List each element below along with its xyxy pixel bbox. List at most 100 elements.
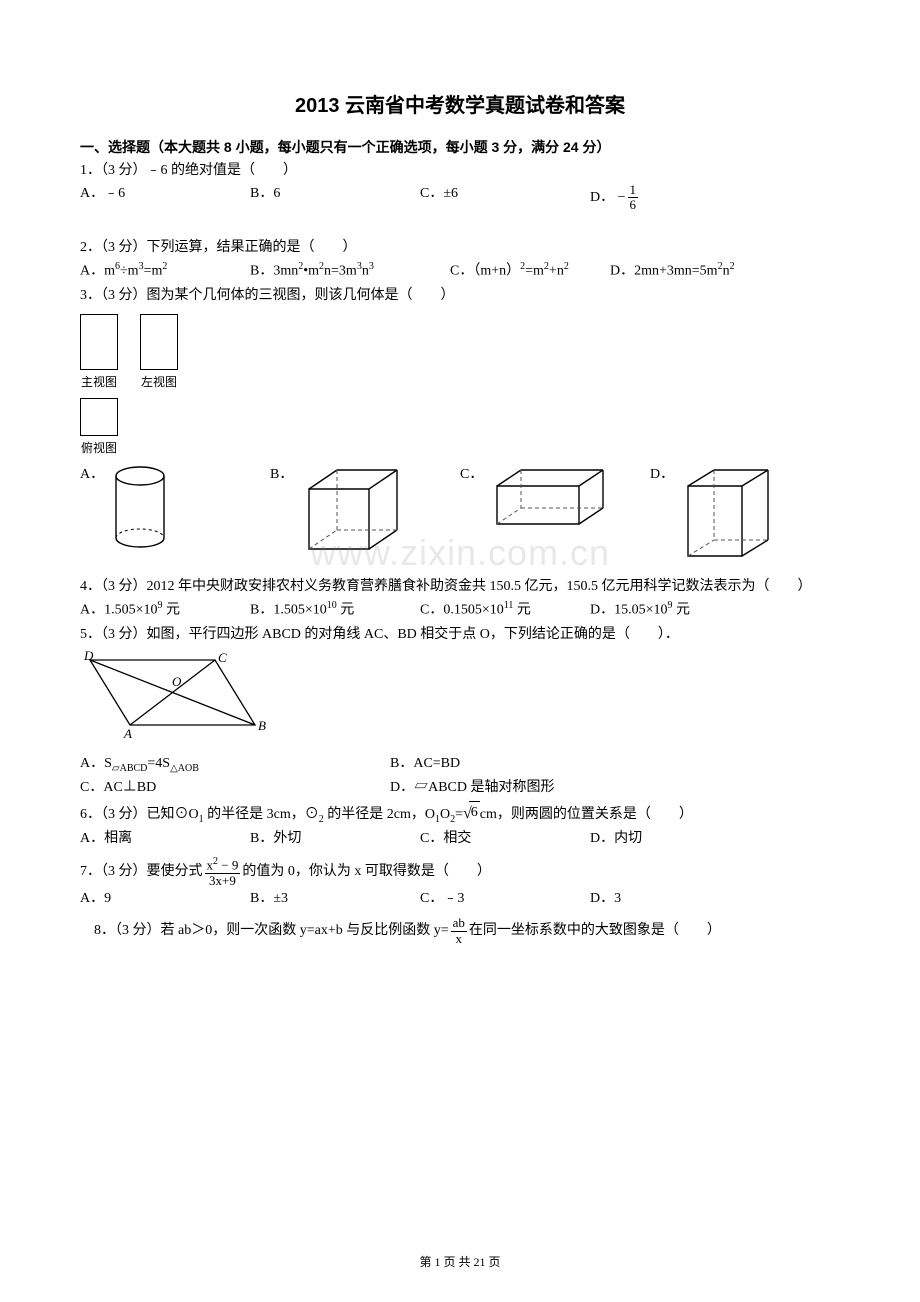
svg-text:O: O [172,674,182,689]
q4-opt-d: D．15.05×109 元 [590,598,760,622]
q4-b-exp: 10 [327,600,337,611]
q7-stem: 7．（3 分）要使分式x2 − 93x+9的值为 0，你认为 x 可取得数是（ … [80,856,840,888]
q5-opt-c: C．AC⊥BD [80,777,390,799]
q6-s2: 的半径是 3cm，⊙ [204,807,319,822]
q5-stem: 5．（3 分）如图，平行四边形 ABCD 的对角线 AC、BD 相交于点 O，下… [80,624,840,646]
q4-d-suf: 元 [673,603,691,618]
q2-d-sup2: 2 [730,261,735,272]
q4-b-suf: 元 [337,603,355,618]
q2-b-1: B．3mn [250,264,298,279]
q3-front-view: 主视图 [80,314,118,392]
q2-b-2: •m [303,264,319,279]
q2-options: A．m6÷m3=m2 B．3mn2•m2n=3m3n3 C．（m+n）2=m2+… [80,259,840,283]
question-2: 2．（3 分）下列运算，结果正确的是（ ） A．m6÷m3=m2 B．3mn2•… [80,237,840,283]
q3-opt-b: B． [270,464,440,554]
q6-s5: = [455,807,463,822]
q7-s1: 7．（3 分）要使分式 [80,864,203,879]
svg-text:C: C [218,650,227,665]
q1-opt-a: A．﹣6 [80,183,250,213]
q4-a-suf: 元 [163,603,181,618]
q2-b-sup4: 3 [369,261,374,272]
q5-a-sub2: △AOB [170,763,199,774]
parallelogram-icon: D C A B O [80,650,280,740]
q1-d-den: 6 [628,198,639,212]
top-view-box [80,398,118,436]
q4-opt-c: C．0.1505×1011 元 [420,598,590,622]
q6-opt-c: C．相交 [420,828,590,850]
q3-views-bottom: 俯视图 [80,398,840,458]
q1-opt-d: D． −16 [590,183,760,213]
cube-tall-icon [299,464,409,554]
q4-c-suf: 元 [513,603,531,618]
q7-opt-c: C．﹣3 [420,888,590,910]
top-view-label: 俯视图 [80,439,118,458]
question-4: 4．（3 分）2012 年中央财政安排农村义务教育营养膳食补助资金共 150.5… [80,576,840,622]
q6-opt-a: A．相离 [80,828,250,850]
question-3: 3．（3 分）图为某个几何体的三视图，则该几何体是（ ） 主视图 左视图 俯视图… [80,285,840,564]
q6-s3: 的半径是 2cm，O [324,807,435,822]
section-1-header: 一、选择题（本大题共 8 小题，每小题只有一个正确选项，每小题 3 分，满分 2… [80,136,840,158]
q2-c-3: +n [549,264,564,279]
q1-d-num: 1 [628,183,639,198]
q4-opt-b: B．1.505×1010 元 [250,598,420,622]
q4-c-pre: C．0.1505×10 [420,603,504,618]
q6-s4: O [440,807,450,822]
svg-text:B: B [258,718,266,733]
q7-fraction: x2 − 93x+9 [205,856,241,888]
q3-top-view: 俯视图 [80,398,118,458]
q6-opt-b: B．外切 [250,828,420,850]
cuboid-tall-icon [680,464,790,564]
q1-d-prefix: D． [590,190,614,205]
q4-a-pre: A．1.505×10 [80,603,158,618]
svg-text:A: A [123,726,132,740]
q1-options: A．﹣6 B．6 C．±6 D． −16 [80,183,840,213]
q3-opt-d: D． [650,464,820,564]
q8-fraction: abx [451,916,467,946]
q6-opt-d: D．内切 [590,828,760,850]
q5-opt-b: B．AC=BD [390,753,700,777]
q8-den: x [451,932,467,946]
q2-a-3: =m [144,264,163,279]
q3-views-top: 主视图 左视图 [80,314,840,392]
page-title: 2013 云南省中考数学真题试卷和答案 [80,90,840,122]
q6-stem: 6．（3 分）已知⊙O1 的半径是 3cm，⊙2 的半径是 2cm，O1O2=√… [80,801,840,828]
q8-s2: 在同一坐标系数中的大致图象是（ ） [469,923,721,938]
question-8: 8．（3 分）若 ab＞0，则一次函数 y=ax+b 与反比例函数 y=abx在… [80,916,840,946]
q6-s6: cm，则两圆的位置关系是（ ） [480,807,693,822]
q3-left-view: 左视图 [140,314,178,392]
q3-options: A． B． C． [80,464,840,564]
q2-opt-a: A．m6÷m3=m2 [80,259,250,283]
q2-d-2: n [723,264,730,279]
q4-c-exp: 11 [504,600,514,611]
q4-opt-a: A．1.505×109 元 [80,598,250,622]
question-6: 6．（3 分）已知⊙O1 的半径是 3cm，⊙2 的半径是 2cm，O1O2=√… [80,801,840,850]
front-view-box [80,314,118,370]
q2-b-4: n [362,264,369,279]
q6-sqrt-body: 6 [469,801,480,824]
sqrt-icon: √6 [463,801,480,827]
q5-opt-a: A．S▱ABCD=4S△AOB [80,753,390,777]
cylinder-icon [110,464,170,552]
q3-opt-a: A． [80,464,250,552]
q1-d-fraction: 16 [628,183,639,213]
q4-options: A．1.505×109 元 B．1.505×1010 元 C．0.1505×10… [80,598,840,622]
q7-opt-d: D．3 [590,888,760,910]
q8-stem: 8．（3 分）若 ab＞0，则一次函数 y=ax+b 与反比例函数 y=abx在… [80,916,840,946]
q7-s2: 的值为 0，你认为 x 可取得数是（ ） [242,864,491,879]
q5-a-mid: =4S [147,756,170,771]
q6-s1: 6．（3 分）已知⊙O [80,807,199,822]
q6-options: A．相离 B．外切 C．相交 D．内切 [80,828,840,850]
q1-opt-c: C．±6 [420,183,590,213]
question-5: 5．（3 分）如图，平行四边形 ABCD 的对角线 AC、BD 相交于点 O，下… [80,624,840,799]
q1-d-neg: − [618,190,626,205]
question-7: 7．（3 分）要使分式x2 − 93x+9的值为 0，你认为 x 可取得数是（ … [80,856,840,910]
q3-opt-c: C． [460,464,630,534]
q1-opt-b: B．6 [250,183,420,213]
q2-d-1: D．2mn+3mn=5m [610,264,718,279]
q2-a-sup3: 2 [162,261,167,272]
q7-num: x2 − 9 [205,856,241,874]
q5-a-sub1: ▱ABCD [112,763,147,774]
svg-text:D: D [83,650,94,663]
q7-num-suf: − 9 [218,857,238,872]
cuboid-flat-icon [489,464,619,534]
